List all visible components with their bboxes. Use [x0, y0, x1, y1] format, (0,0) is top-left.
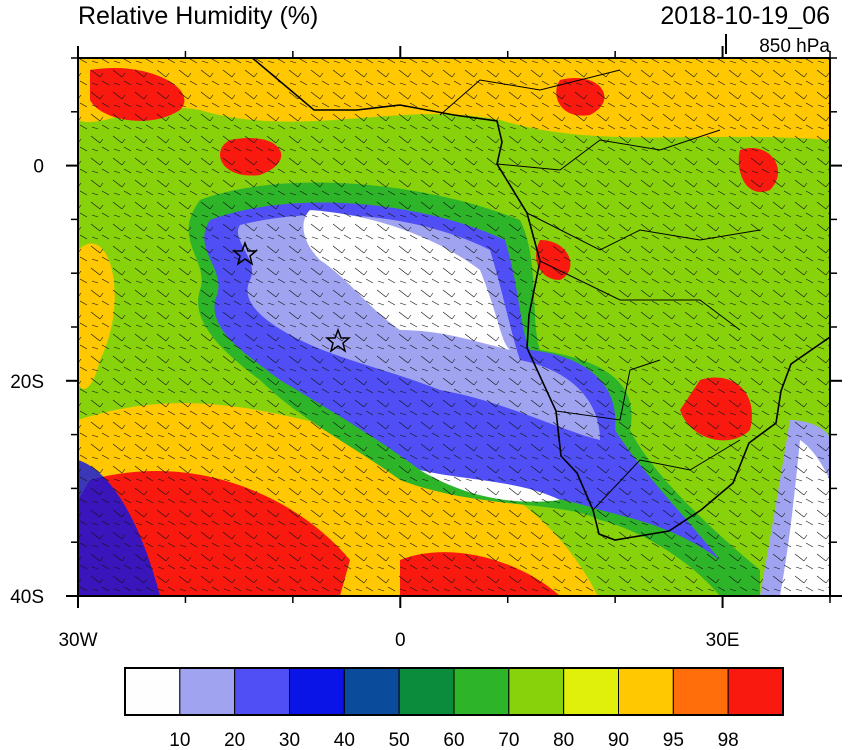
title: Relative Humidity (%)	[78, 2, 318, 30]
y-tick-label: 20S	[10, 372, 44, 393]
colorbar-label: 30	[279, 730, 300, 750]
colorbar-box	[289, 667, 345, 716]
level: 850 hPa	[759, 36, 830, 57]
colorbar-frame	[124, 667, 784, 716]
y-tick-label: 0	[33, 157, 44, 178]
humidity-field	[78, 58, 830, 596]
colorbar-label: 50	[389, 730, 410, 750]
colorbar-box	[453, 667, 510, 716]
colorbar-box	[343, 667, 400, 716]
colorbar-box	[672, 667, 729, 716]
date: 2018-10-19_06	[660, 2, 830, 30]
colorbar-label: 90	[608, 730, 629, 750]
colorbar-box	[727, 667, 784, 716]
colorbar-label: 40	[334, 730, 355, 750]
axes: 30W 0 30E 0 20S 40S	[10, 46, 842, 651]
colorbar-box	[563, 667, 620, 716]
colorbar-label: 10	[169, 730, 190, 750]
colorbar-box	[398, 667, 455, 716]
colorbar: 10 20 30 40 50 60 70 80 90 95 98	[124, 667, 784, 750]
colorbar-label: 20	[224, 730, 245, 750]
y-tick-label: 40S	[10, 587, 44, 608]
x-tick-label: 30E	[706, 630, 740, 651]
colorbar-label: 80	[553, 730, 574, 750]
colorbar-label: 70	[498, 730, 519, 750]
colorbar-box	[124, 667, 181, 716]
colorbar-box	[618, 667, 674, 716]
x-tick-label: 30W	[58, 630, 97, 651]
colorbar-label: 98	[718, 730, 739, 750]
colorbar-box	[234, 667, 291, 716]
x-tick-label: 0	[395, 630, 406, 651]
colorbar-box	[179, 667, 236, 716]
colorbar-box	[508, 667, 565, 716]
colorbar-label: 60	[443, 730, 464, 750]
colorbar-label: 95	[663, 730, 684, 750]
